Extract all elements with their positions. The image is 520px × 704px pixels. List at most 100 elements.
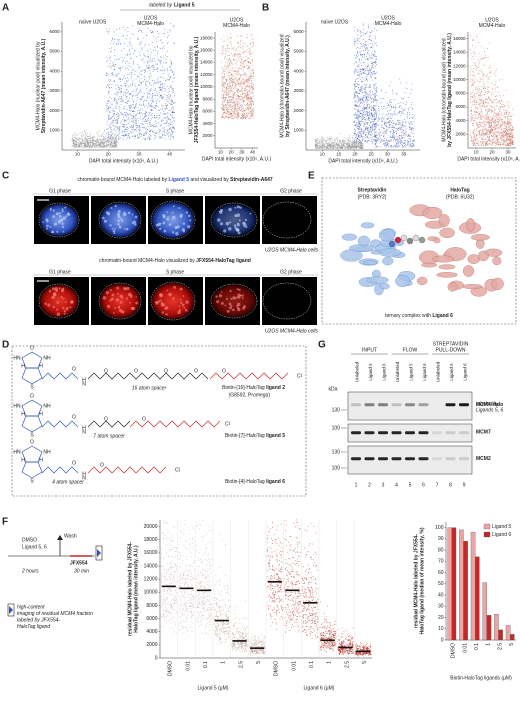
cell-dot (229, 64, 231, 66)
cell-dot (249, 96, 251, 98)
cell-dot (108, 135, 109, 137)
cell-dot (169, 127, 171, 129)
cell-dot (356, 117, 358, 119)
cell-dot (89, 142, 91, 143)
cell-dot (322, 144, 324, 146)
cell-dot (170, 121, 172, 123)
cell-dot (123, 42, 125, 44)
cell-dot (253, 101, 255, 103)
cell-dot (129, 106, 131, 108)
cell-dot (368, 132, 369, 134)
cell-dot (113, 135, 115, 137)
cell-dot (109, 78, 111, 80)
cell-dot (126, 124, 128, 126)
cell-dot (156, 91, 158, 93)
cell-dot (360, 110, 362, 112)
cell-dot (387, 146, 389, 148)
cell-dot (120, 85, 121, 87)
cell-dot (76, 144, 77, 146)
cell-dot (130, 83, 132, 85)
cell-dot (357, 123, 359, 125)
cell-dot (358, 115, 360, 117)
cell-dot (232, 106, 234, 108)
cell-dot (164, 90, 166, 92)
cell-dot (241, 98, 243, 100)
cell-dot (128, 135, 130, 137)
cell-dot (236, 108, 238, 110)
cell-dot (346, 144, 348, 145)
cell-dot (360, 35, 362, 37)
cell-dot (110, 129, 112, 131)
cell-dot (403, 125, 405, 127)
cell-dot (354, 54, 356, 56)
cell-dot (120, 92, 122, 94)
y-tick-label: 5000 (49, 49, 60, 54)
cell-dot (117, 92, 119, 94)
cell-dot (147, 112, 149, 114)
cell-dot (358, 128, 360, 130)
cell-dot (357, 97, 359, 99)
cell-dot (231, 86, 233, 88)
cell-dot (112, 133, 114, 135)
cell-dot (367, 108, 369, 110)
cell-dot (141, 59, 143, 61)
cell-dot (81, 132, 83, 133)
cell-dot (369, 131, 371, 133)
cell-dot (375, 99, 376, 101)
cell-dot (342, 140, 344, 142)
cell-dot (355, 71, 357, 73)
cell-dot (354, 137, 356, 139)
cell-dot (149, 138, 151, 140)
cell-dot (89, 135, 91, 137)
cell-dot (366, 98, 368, 100)
cell-dot (86, 136, 88, 138)
cell-dot (161, 127, 163, 129)
cell-dot (84, 146, 85, 148)
cell-dot (228, 96, 230, 98)
cell-dot (87, 133, 89, 135)
cell-dot (359, 136, 361, 138)
cell-dot (110, 104, 112, 106)
cell-dot (378, 133, 380, 135)
cell-dot (79, 142, 81, 144)
cell-dot (141, 112, 143, 114)
cell-dot (146, 106, 148, 108)
cell-dot (354, 134, 356, 136)
cell-dot (354, 146, 356, 148)
cell-dot (371, 57, 372, 59)
cell-dot (151, 65, 153, 67)
cell-dot (138, 112, 140, 114)
cell-dot (399, 122, 401, 124)
cell-dot (347, 142, 349, 144)
cell-dot (171, 99, 173, 101)
cell-dot (369, 103, 371, 105)
cell-dot (140, 123, 142, 125)
cell-dot (236, 110, 238, 112)
cell-dot (252, 84, 254, 86)
cell-dot (386, 139, 388, 141)
cell-dot (140, 29, 141, 31)
cell-dot (134, 137, 136, 139)
cell-dot (117, 86, 119, 88)
cell-dot (155, 132, 157, 134)
cell-dot (367, 49, 369, 51)
cell-dot (408, 137, 410, 139)
cell-dot (367, 114, 369, 116)
cell-dot (357, 39, 359, 41)
cell-dot (72, 139, 73, 141)
cell-dot (373, 132, 375, 134)
cell-dot (227, 102, 228, 104)
cell-dot (138, 31, 140, 33)
cell-dot (123, 124, 125, 126)
cell-dot (80, 135, 82, 137)
cell-dot (251, 100, 253, 102)
cell-dot (338, 139, 340, 141)
cell-dot (352, 147, 354, 149)
cell-dot (132, 83, 134, 85)
cell-dot (362, 55, 364, 57)
cell-dot (91, 141, 93, 143)
cell-dot (118, 128, 120, 130)
cell-dot (237, 115, 239, 117)
cell-dot (114, 81, 116, 83)
cell-dot (151, 101, 153, 103)
